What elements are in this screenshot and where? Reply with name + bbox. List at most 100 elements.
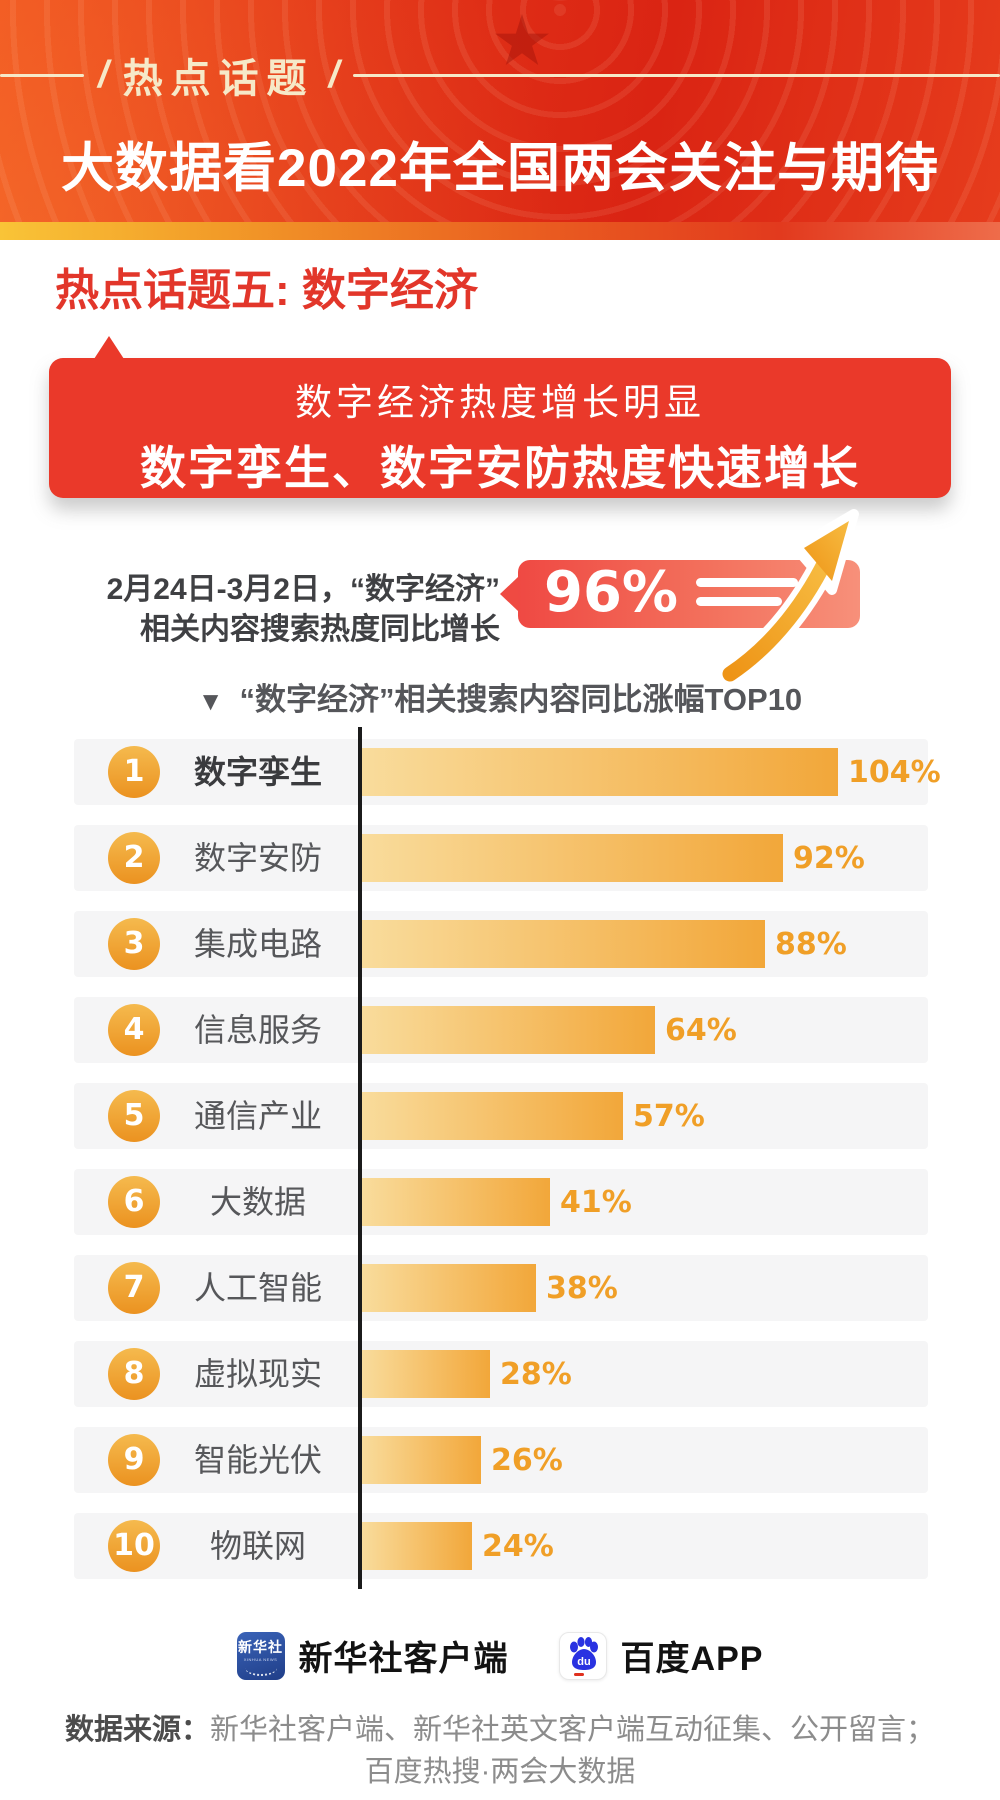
chart-row: 5 通信产业 57% [74,1083,928,1149]
slash-icon: / [98,53,109,96]
triangle-down-icon: ▼ [197,686,224,716]
bar-wrap: 92% [362,834,865,882]
chart-row: 7 人工智能 38% [74,1255,928,1321]
source-text: 新华社客户端、新华社英文客户端互动征集、公开留言； [210,1714,936,1746]
topic-badge-label: 热点话题 [122,57,315,101]
baidu-paw-icon: du [569,1636,598,1676]
rank-badge: 9 [108,1434,160,1486]
chart-row: 10 物联网 24% [74,1513,928,1579]
row-label: 人工智能 [193,1270,322,1306]
callout-line2: 数字孪生、数字安防热度快速增长 [140,442,860,494]
section-heading: 热点话题五: 数字经济 [55,266,478,315]
stat-badge: 96% [500,509,860,688]
row-label: 物联网 [209,1528,306,1564]
xinhua-logo-icon: 新华社 XINHUA NEWS [236,1631,285,1680]
rank-badge: 1 [108,746,160,798]
row-label: 大数据 [209,1184,306,1220]
chart-title: ▼ “数字经济”相关搜索内容同比涨幅TOP10 [0,674,1000,719]
gold-divider [0,222,1000,240]
row-label: 集成电路 [193,926,322,962]
xinhua-logo-text: 新华社 [238,1638,284,1655]
bar-wrap: 38% [362,1264,618,1312]
speed-line [696,578,798,587]
rank-badge: 8 [108,1348,160,1400]
chart-title-text: “数字经济”相关搜索内容同比涨幅TOP10 [239,682,803,717]
page-title: 大数据看2022年全国两会关注与期待 [61,139,939,198]
chart-row: 9 智能光伏 26% [74,1427,928,1493]
stat-description: 2月24日-3月2日，“数字经济” 相关内容搜索热度同比增长 [70,570,500,650]
bar-value: 24% [482,1528,554,1564]
svg-text:du: du [577,1656,590,1668]
rank-badge: 10 [108,1520,160,1572]
bar-wrap: 41% [362,1178,632,1226]
row-label: 数字安防 [193,840,322,876]
xinhua-logo-subtext: XINHUA NEWS [243,1656,278,1662]
row-label: 数字孪生 [193,754,322,790]
callout-box: 数字经济热度增长明显 数字孪生、数字安防热度快速增长 [49,336,951,498]
bar-chart: 1 数字孪生 104% 2 数字安防 92% 3 集成电路 88% [0,727,1000,1591]
callout-line1: 数字经济热度增长明显 [295,382,705,423]
bar-value: 38% [546,1270,618,1306]
source-line2: 百度热搜·两会大数据 [364,1756,636,1788]
bar-wrap: 64% [362,1006,737,1054]
bar-wrap: 104% [362,748,941,796]
row-label: 智能光伏 [193,1442,322,1478]
bar [362,1522,472,1570]
rank-badge: 7 [108,1262,160,1314]
badge-line-left [0,73,84,77]
row-label: 虚拟现实 [193,1356,322,1392]
source-label: 数据来源： [64,1714,210,1746]
bar-wrap: 88% [362,920,847,968]
xinhua-app-label: 新华社客户端 [298,1640,509,1678]
row-label: 信息服务 [193,1012,322,1048]
footer-logos: 新华社 XINHUA NEWS 新华社客户端 du 百度APP [0,1631,1000,1680]
bar [362,1436,481,1484]
rank-badge: 5 [108,1090,160,1142]
chart-row: 1 数字孪生 104% [74,739,941,805]
bar-wrap: 57% [362,1092,705,1140]
stat-value: 96% [544,560,679,625]
stat-desc-line2: 相关内容搜索热度同比增长 [140,613,500,646]
bar [362,1006,655,1054]
bar-value: 57% [633,1098,705,1134]
chart-row: 8 虚拟现实 28% [74,1341,928,1407]
slash-icon: / [328,53,340,96]
bar-value: 41% [560,1184,632,1220]
rank-badge: 4 [108,1004,160,1056]
baidu-logo-icon: du [558,1631,607,1680]
bar [362,748,838,796]
chart-rows: 1 数字孪生 104% 2 数字安防 92% 3 集成电路 88% [0,739,1000,1599]
growth-arrow-icon [716,509,859,688]
bar-wrap: 26% [362,1436,563,1484]
speed-line [696,597,782,606]
chart-row: 4 信息服务 64% [74,997,928,1063]
bar [362,1092,623,1140]
bar-value: 28% [500,1356,572,1392]
bar-wrap: 24% [362,1522,554,1570]
bar-value: 64% [665,1012,737,1048]
bar [362,920,765,968]
chart-row: 6 大数据 41% [74,1169,928,1235]
bar-value: 92% [793,840,865,876]
rank-badge: 3 [108,918,160,970]
bar [362,834,783,882]
rank-badge: 2 [108,832,160,884]
source-line1: 数据来源：新华社客户端、新华社英文客户端互动征集、公开留言； [0,1710,1000,1750]
hero-header: / 热点话题 / 大数据看2022年全国两会关注与期待 [0,0,1000,222]
chart-row: 3 集成电路 88% [74,911,928,977]
bar [362,1264,536,1312]
baidu-app-label: 百度APP [620,1640,764,1678]
data-source: 数据来源：新华社客户端、新华社英文客户端互动征集、公开留言； 百度热搜·两会大数… [0,1710,1000,1792]
axis-baseline [358,727,362,1589]
bar [362,1350,490,1398]
row-label: 通信产业 [193,1098,322,1134]
badge-line-right [353,73,1000,77]
xinhua-network-arc [244,1660,277,1676]
rank-badge: 6 [108,1176,160,1228]
bar-value: 88% [775,926,847,962]
topic-badge: / 热点话题 / [0,0,1000,104]
bar-wrap: 28% [362,1350,572,1398]
stat-section: 2月24日-3月2日，“数字经济” 相关内容搜索热度同比增长 96% [0,509,1000,688]
chart-row: 2 数字安防 92% [74,825,928,891]
